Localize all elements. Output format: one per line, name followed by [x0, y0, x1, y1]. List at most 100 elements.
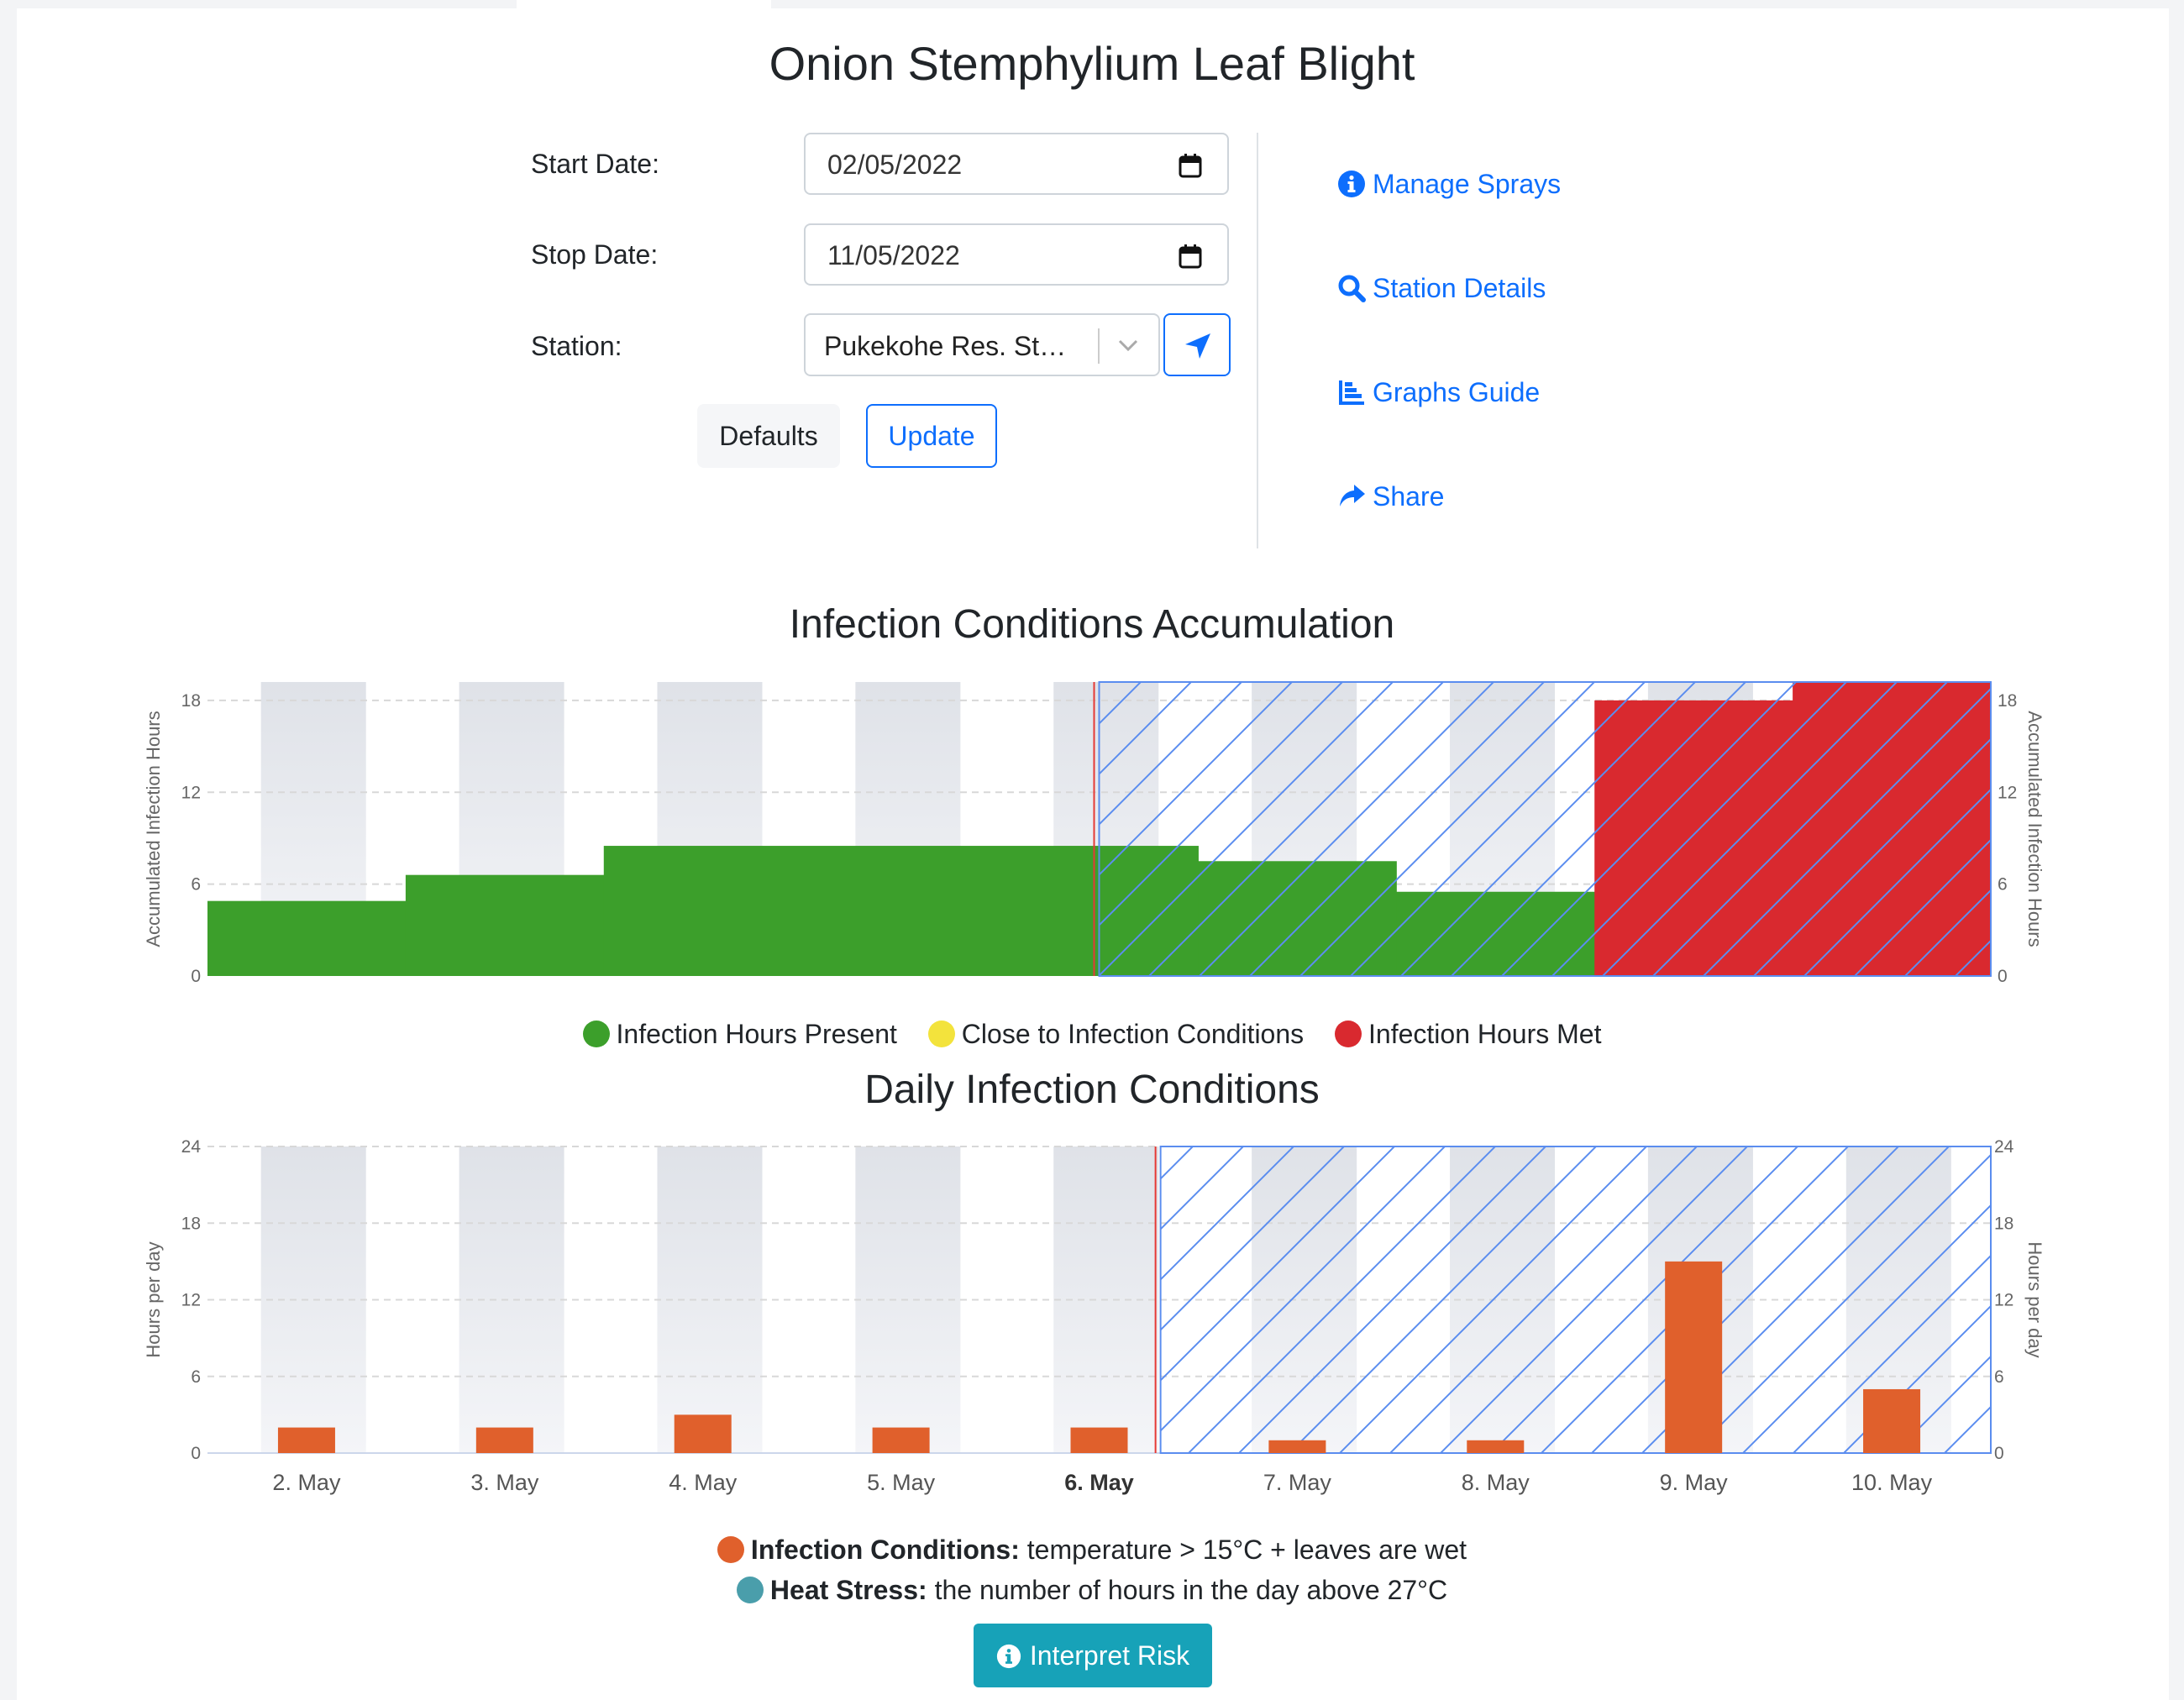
- infection-bar: [475, 1427, 533, 1453]
- legend-label-met: Infection Hours Met: [1368, 1019, 1602, 1049]
- top-tab-indicator: [517, 0, 771, 8]
- defaults-button[interactable]: Defaults: [697, 404, 840, 468]
- daily-legend-infection[interactable]: Infection Conditions: temperature > 15°C…: [0, 1533, 2184, 1566]
- calendar-icon[interactable]: [1179, 244, 1202, 273]
- manage-sprays-label: Manage Sprays: [1373, 169, 1562, 199]
- chart1-legend: Infection Hours Present Close to Infecti…: [0, 1017, 2184, 1051]
- x-tick-label: 9. May: [1660, 1470, 1729, 1495]
- chart-bar-icon: [1339, 380, 1364, 405]
- y-tick-label-right: 18: [1998, 691, 2017, 711]
- station-select[interactable]: Pukekohe Res. St…: [804, 313, 1160, 376]
- chart1-title: Infection Conditions Accumulation: [789, 602, 1395, 647]
- search-icon: [1338, 275, 1366, 302]
- page-title: Onion Stemphylium Leaf Blight: [769, 37, 1415, 90]
- accumulation-chart: 0 0 6 6 12 12 18 18 Accumulated Infection Hours A…: [143, 681, 2045, 986]
- station-label: Station:: [531, 331, 622, 361]
- legend-dot-yellow: [927, 1021, 955, 1047]
- station-details-label: Station Details: [1373, 273, 1546, 303]
- info-circle-icon: [996, 1644, 1021, 1669]
- legend-label-present: Infection Hours Present: [616, 1019, 897, 1049]
- x-tick-label: 3. May: [470, 1470, 539, 1495]
- y-tick-label: 6: [191, 1367, 201, 1387]
- legend-heat-text: the number of hours in the day above 27°…: [927, 1575, 1448, 1605]
- accumulation-step: [405, 874, 605, 976]
- chart2-title: Daily Infection Conditions: [864, 1068, 1320, 1112]
- locate-station-button[interactable]: [1163, 313, 1231, 376]
- x-tick-label: 2. May: [272, 1470, 341, 1495]
- y-tick-label-right: 6: [1994, 1367, 2004, 1387]
- share-label: Share: [1373, 481, 1445, 512]
- infection-bar: [1665, 1261, 1723, 1453]
- interpret-risk-button[interactable]: Interpret Risk: [974, 1624, 1212, 1687]
- y-axis-label: Hours per day: [143, 1241, 164, 1357]
- legend-infection-text: temperature > 15°C + leaves are wet: [1019, 1535, 1467, 1565]
- y-tick-label: 6: [191, 875, 201, 895]
- forecast-region: [1159, 1146, 1992, 1454]
- legend-item-met[interactable]: Infection Hours Met: [1335, 1017, 1601, 1051]
- infection-bar: [1467, 1440, 1525, 1453]
- graphs-guide-link[interactable]: Graphs Guide: [1337, 375, 1540, 409]
- select-separator: [1098, 328, 1100, 364]
- y-tick-label-right: 12: [1998, 783, 2017, 802]
- infection-bar: [1070, 1427, 1128, 1453]
- calendar-icon[interactable]: [1179, 153, 1202, 182]
- stop-date-label: Stop Date:: [531, 239, 659, 270]
- interpret-risk-label: Interpret Risk: [1029, 1640, 1190, 1671]
- forecast-region: [1098, 681, 1992, 977]
- stop-date-value: 11/05/2022: [827, 240, 960, 270]
- y-tick-label: 24: [181, 1137, 202, 1157]
- infection-bar: [674, 1414, 732, 1453]
- legend-heat-bold: Heat Stress:: [769, 1575, 927, 1605]
- x-tick-label: 8. May: [1462, 1470, 1530, 1495]
- legend-dot-green: [582, 1021, 610, 1047]
- x-tick-label: 7. May: [1263, 1470, 1332, 1495]
- location-arrow-icon: [1185, 333, 1210, 359]
- y-tick-label-right: 0: [1994, 1444, 2004, 1463]
- accumulation-step: [207, 900, 407, 976]
- start-date-value: 02/05/2022: [827, 150, 963, 180]
- y-tick-label-right: 18: [1994, 1214, 2013, 1233]
- y-tick-label: 18: [181, 691, 201, 711]
- y-tick-label: 12: [181, 783, 201, 802]
- x-tick-label: 5. May: [867, 1470, 936, 1495]
- infection-bar: [1863, 1388, 1921, 1453]
- legend-dot-red: [1335, 1021, 1362, 1047]
- night-band: [657, 1146, 763, 1453]
- y-axis-label-right: Accumulated Infection Hours: [2024, 711, 2045, 947]
- y-axis-label-right: Hours per day: [2024, 1241, 2045, 1357]
- night-band: [459, 1146, 564, 1453]
- start-date-label: Start Date:: [531, 149, 659, 179]
- x-tick-label: 6. May: [1064, 1470, 1134, 1495]
- legend-item-close[interactable]: Close to Infection Conditions: [927, 1017, 1305, 1051]
- stop-date-input[interactable]: 11/05/2022: [804, 223, 1229, 286]
- x-tick-label: 10. May: [1851, 1470, 1933, 1495]
- infection-bar: [277, 1427, 335, 1453]
- infection-bar: [872, 1427, 930, 1453]
- legend-dot-orange: [717, 1536, 744, 1563]
- chevron-down-icon[interactable]: [1116, 335, 1140, 359]
- y-tick-label-right: 24: [1994, 1137, 2014, 1157]
- info-circle-icon: [1338, 171, 1365, 197]
- y-axis-label: Accumulated Infection Hours: [143, 711, 164, 947]
- y-tick-label: 12: [181, 1291, 201, 1310]
- station-value: Pukekohe Res. St…: [824, 331, 1067, 361]
- daily-chart: 0 0 6 6 12 12 18 18 24 24 2. May 3. May 4. May 5. May…: [143, 1137, 2045, 1495]
- legend-item-present[interactable]: Infection Hours Present: [582, 1017, 897, 1051]
- legend-dot-teal: [736, 1577, 764, 1603]
- start-date-input[interactable]: 02/05/2022: [804, 133, 1229, 195]
- manage-sprays-link[interactable]: Manage Sprays: [1337, 167, 1561, 201]
- legend-label-close: Close to Infection Conditions: [961, 1019, 1305, 1049]
- share-link[interactable]: Share: [1337, 480, 1444, 513]
- form-divider: [1257, 133, 1258, 548]
- graphs-guide-label: Graphs Guide: [1373, 377, 1541, 407]
- y-tick-label-right: 12: [1994, 1291, 2013, 1310]
- y-tick-label: 18: [181, 1214, 201, 1233]
- share-icon: [1340, 485, 1365, 506]
- y-tick-label: 0: [191, 967, 201, 986]
- update-button[interactable]: Update: [866, 404, 997, 468]
- daily-legend-heat[interactable]: Heat Stress: the number of hours in the …: [0, 1573, 2184, 1607]
- station-details-link[interactable]: Station Details: [1337, 271, 1546, 305]
- legend-infection-bold: Infection Conditions:: [750, 1535, 1020, 1565]
- x-tick-label: 4. May: [669, 1470, 738, 1495]
- infection-bar: [1268, 1440, 1326, 1453]
